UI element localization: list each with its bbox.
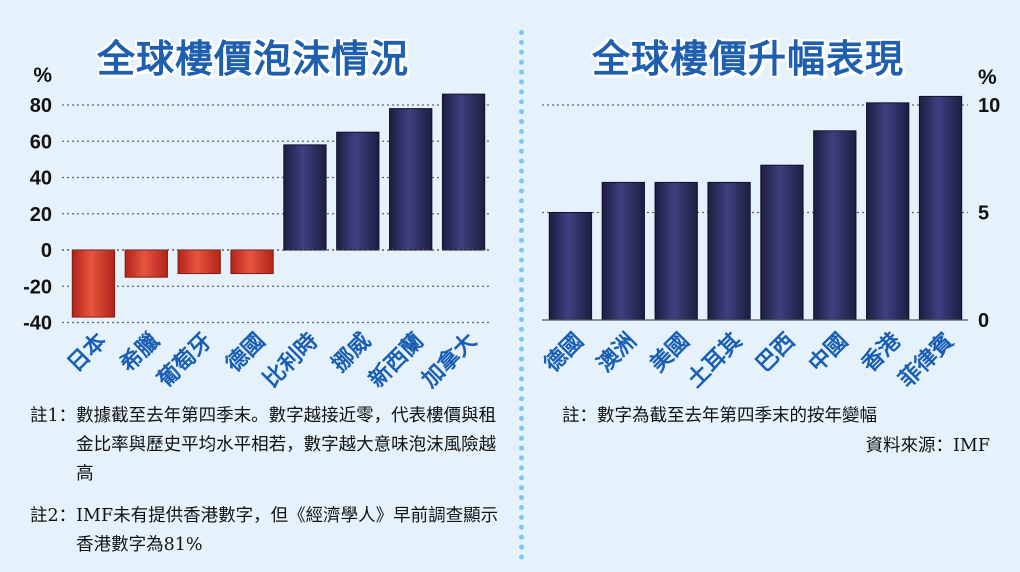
- bar-澳洲: [601, 181, 645, 321]
- y-unit-label: %: [978, 66, 997, 89]
- right-note: 註：數字為截至去年第四季末的按年變幅: [562, 406, 877, 426]
- y-unit-label: %: [33, 64, 52, 87]
- right-source: 資料來源：IMF: [865, 436, 990, 456]
- x-category-label: 中國: [804, 329, 853, 378]
- x-category-label: 澳洲: [592, 328, 642, 378]
- bar-菲律賓: [918, 95, 963, 321]
- bar-挪威: [336, 131, 380, 251]
- bar-香港: [866, 102, 910, 321]
- x-category-label: 德國: [539, 328, 589, 378]
- y-tick-label: 40: [30, 168, 52, 190]
- bar-比利時: [283, 144, 327, 251]
- bar-中國: [813, 130, 857, 321]
- bar-日本: [71, 249, 116, 318]
- y-tick-label: 0: [978, 310, 989, 332]
- bar-加拿大: [441, 93, 486, 251]
- right-chart-title: 全球樓價升幅表現: [592, 37, 905, 81]
- bar-土耳其: [707, 181, 751, 321]
- note-1-label: 註1：: [30, 406, 77, 426]
- bar-葡萄牙: [177, 249, 221, 275]
- x-category-label: 菲律賓: [894, 328, 959, 393]
- y-tick-label: 5: [978, 203, 989, 225]
- bar-新西蘭: [389, 108, 433, 251]
- y-tick-label: 0: [41, 240, 52, 262]
- y-tick-label: -20: [23, 276, 52, 298]
- left-note-1: 註1： 數據截至去年第四季末。數字越接近零，代表樓價與租金比率與歷史平均水平相若…: [30, 402, 500, 489]
- bar-德國: [230, 249, 274, 275]
- note-1-text: 數據截至去年第四季末。數字越接近零，代表樓價與租金比率與歷史平均水平相若，數字越…: [76, 406, 497, 484]
- y-tick-label: 60: [30, 131, 52, 153]
- x-category-label: 新西蘭: [364, 328, 429, 393]
- panel-divider: [519, 30, 524, 560]
- bar-德國: [548, 212, 593, 321]
- y-tick-label: -40: [23, 313, 52, 335]
- bar-美國: [654, 181, 698, 321]
- left-chart-panel: 全球樓價泡沫情況 80 60 40 20 0 -20 -40% 日本 希臘 葡萄牙 德國 比利時 挪威新…: [23, 37, 500, 560]
- x-category-label: 土耳其: [683, 329, 747, 393]
- bar-巴西: [760, 164, 804, 321]
- x-category-label: 巴西: [751, 329, 800, 378]
- bar-希臘: [124, 249, 168, 278]
- note-2-text: IMF未有提供香港數字，但《經濟學人》早前調查顯示香港數字為81%: [76, 506, 499, 555]
- x-category-label: 葡萄牙: [152, 329, 217, 394]
- right-chart-panel: 全球樓價升幅表現 10 5 0% 德國 澳洲 美國 土耳其 巴西 中國 香港 菲律賓 註：數字為截至…: [520, 0, 1020, 572]
- y-tick-label: 10: [978, 95, 1000, 117]
- x-category-label: 比利時: [259, 329, 323, 393]
- left-chart-title: 全球樓價泡沫情況: [97, 37, 410, 81]
- x-category-label: 日本: [63, 329, 112, 378]
- note-2-label: 註2：: [30, 506, 77, 526]
- y-tick-label: 20: [30, 204, 52, 226]
- x-category-label: 加拿大: [416, 328, 482, 394]
- y-tick-label: 80: [30, 95, 52, 117]
- left-note-2: 註2： IMF未有提供香港數字，但《經濟學人》早前調查顯示香港數字為81%: [30, 502, 500, 560]
